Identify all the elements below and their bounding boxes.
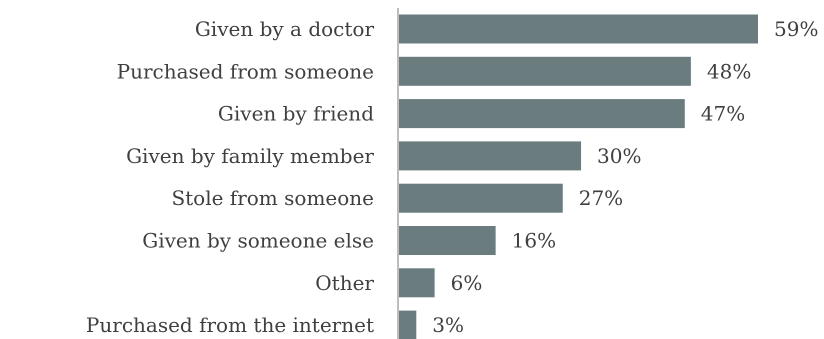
value-label-2: 47%: [701, 102, 745, 126]
value-labels-group: 59% 48% 47% 30% 27% 16% 6% 3%: [432, 17, 818, 337]
category-label-2: Given by friend: [218, 102, 374, 126]
value-label-5: 16%: [512, 229, 556, 253]
bar-7: [398, 310, 417, 339]
category-labels-group: Given by a doctor Purchased from someone G…: [86, 17, 375, 337]
bar-5: [398, 226, 496, 255]
category-label-4: Stole from someone: [171, 186, 374, 210]
category-label-6: Other: [315, 271, 374, 295]
bar-4: [398, 183, 563, 213]
value-label-6: 6%: [451, 271, 483, 295]
bar-2: [398, 99, 685, 129]
category-label-0: Given by a doctor: [195, 17, 375, 41]
value-label-1: 48%: [707, 59, 751, 83]
bar-1: [398, 56, 691, 86]
value-label-7: 3%: [432, 313, 464, 337]
bar-0: [398, 14, 758, 44]
bar-3: [398, 141, 582, 171]
category-label-1: Purchased from someone: [117, 59, 374, 83]
category-label-5: Given by someone else: [142, 229, 374, 253]
value-label-3: 30%: [597, 144, 641, 168]
bar-6: [398, 268, 435, 298]
bars-group: [398, 14, 758, 339]
value-label-0: 59%: [774, 17, 818, 41]
value-label-4: 27%: [579, 186, 623, 210]
category-label-7: Purchased from the internet: [86, 313, 374, 337]
category-label-3: Given by family member: [126, 144, 374, 168]
